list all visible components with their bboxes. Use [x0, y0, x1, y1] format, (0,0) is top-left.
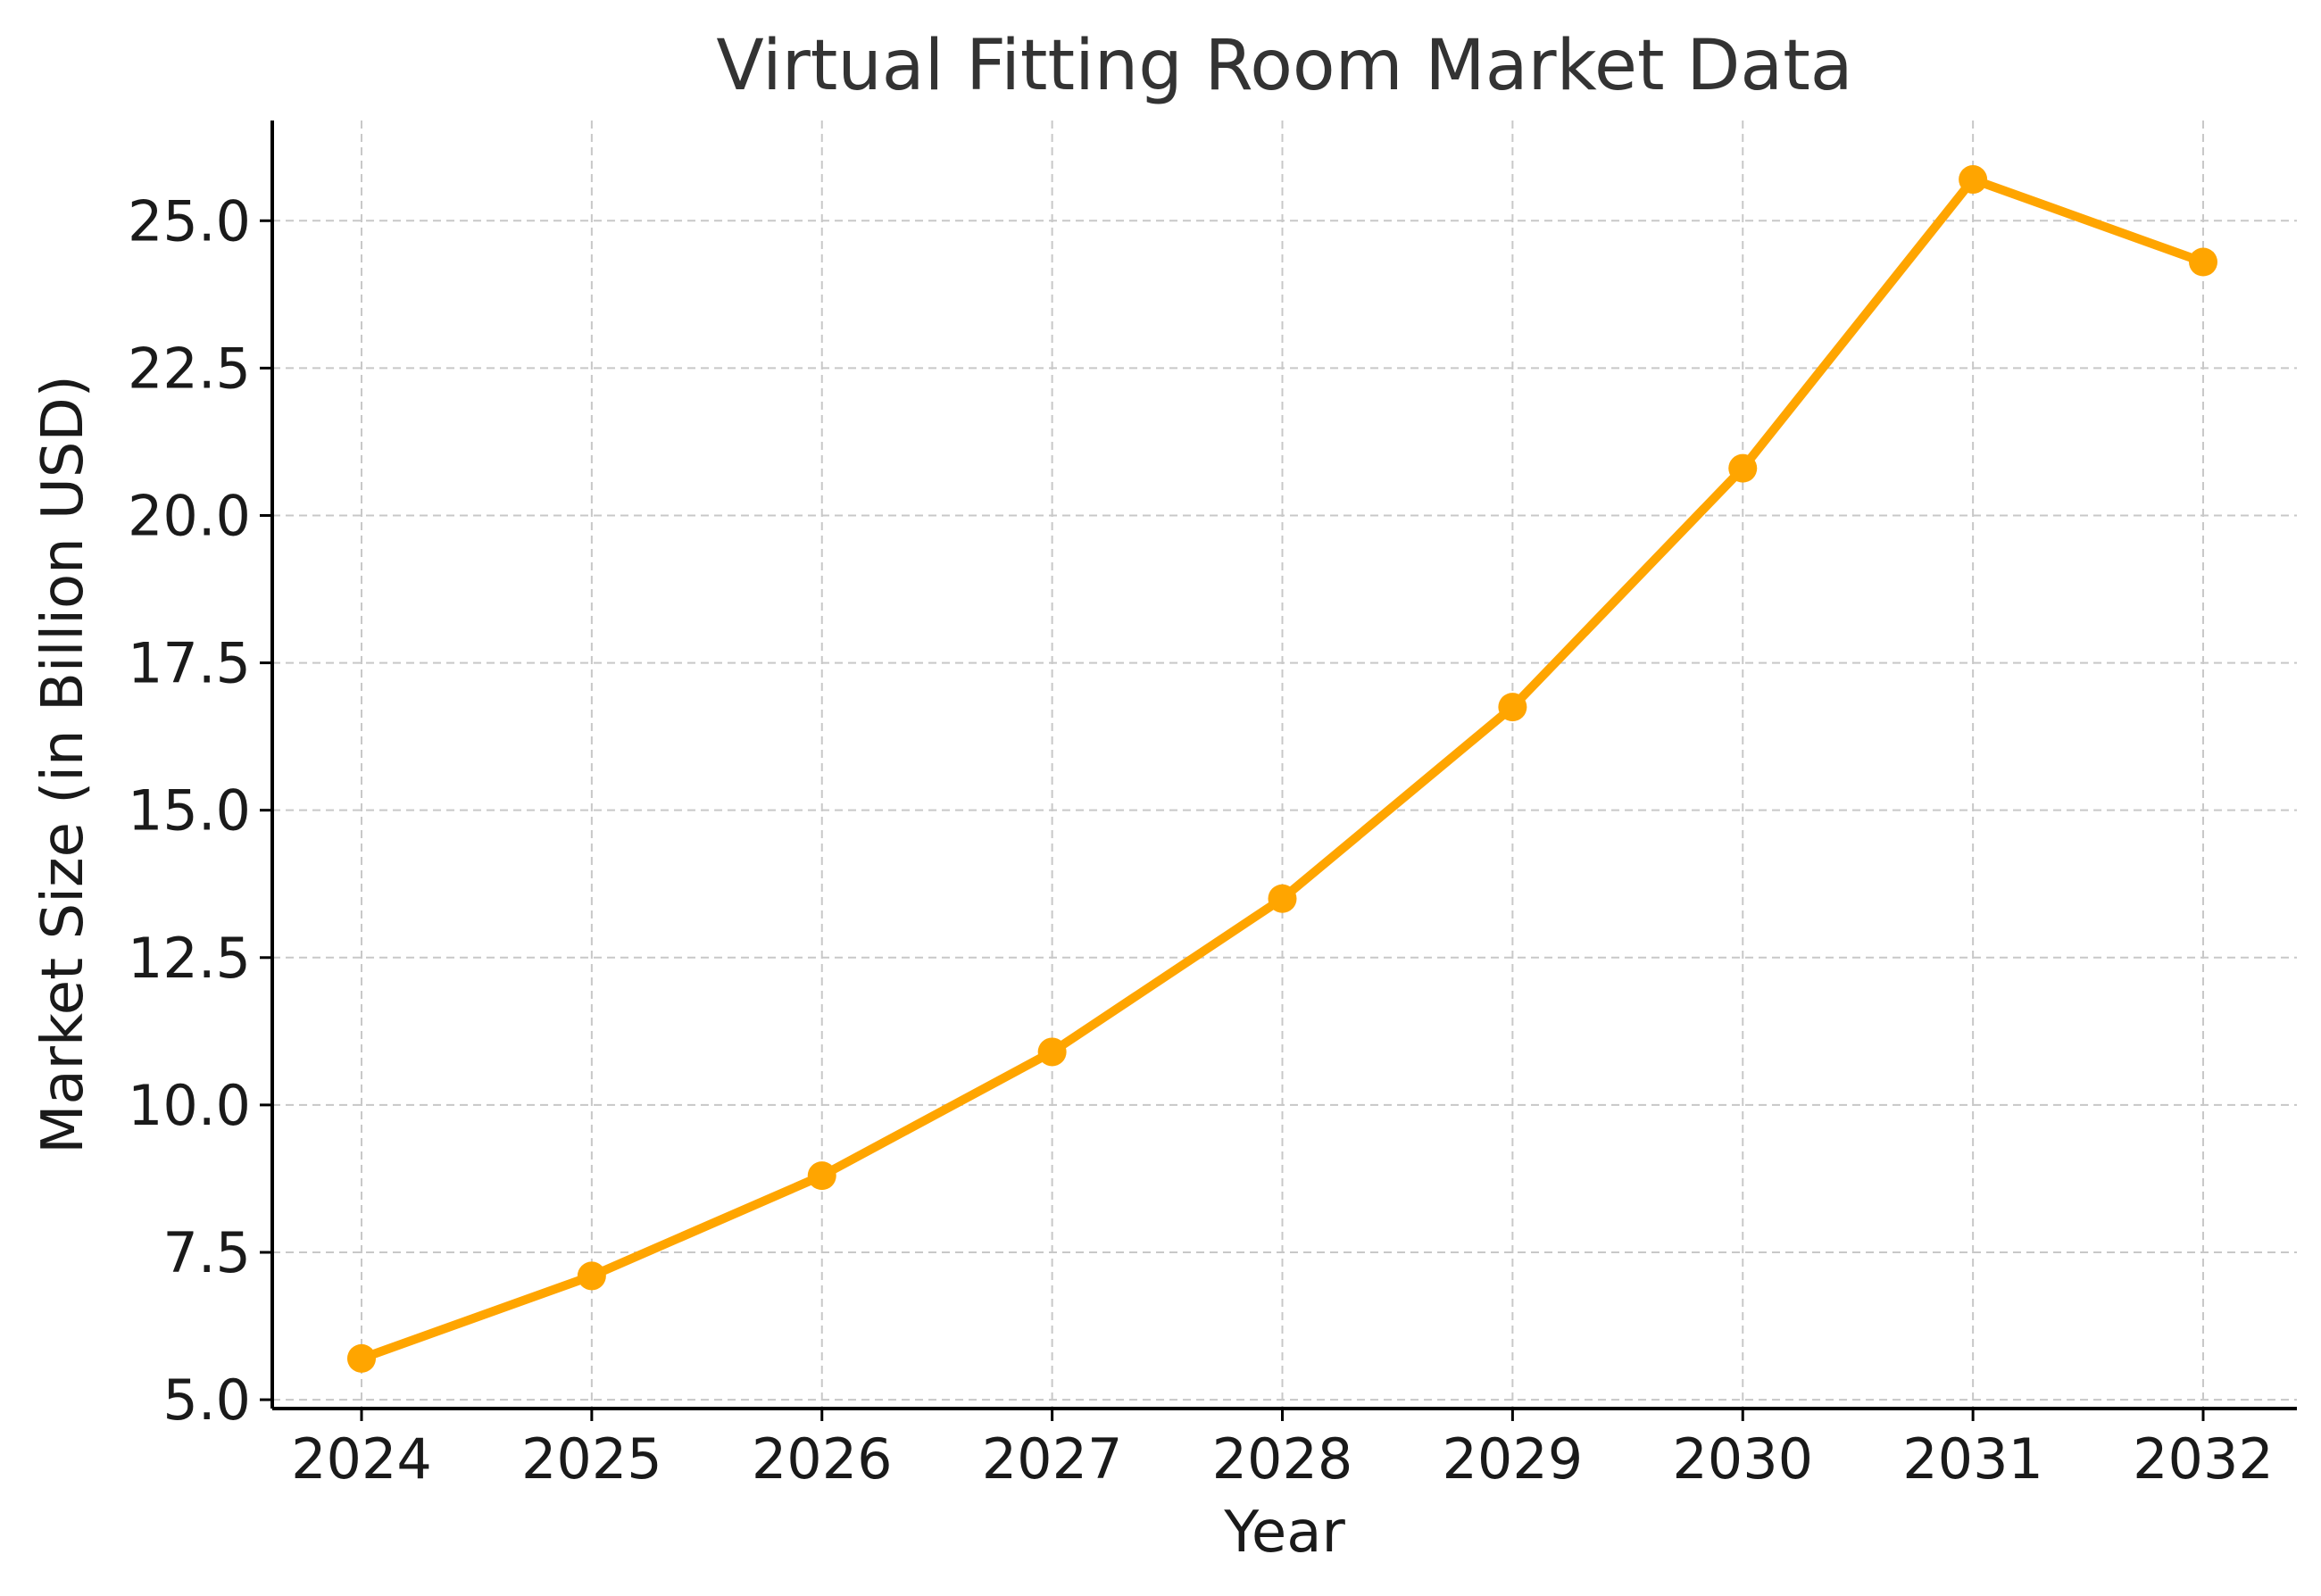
data-point — [347, 1343, 376, 1373]
chart-title: Virtual Fitting Room Market Data — [716, 26, 1852, 106]
x-tick-label: 2031 — [1902, 1426, 2043, 1492]
y-tick-label: 17.5 — [128, 631, 251, 696]
x-tick-label: 2028 — [1212, 1426, 1353, 1492]
x-axis-label: Year — [1223, 1500, 1345, 1566]
data-point — [807, 1161, 836, 1191]
data-point — [1268, 884, 1297, 913]
y-tick-label: 22.5 — [128, 336, 251, 401]
data-point — [1959, 165, 1988, 195]
x-tick-label: 2032 — [2133, 1426, 2274, 1492]
data-point — [1728, 453, 1758, 483]
data-point — [1037, 1037, 1067, 1067]
x-tick-label: 2025 — [521, 1426, 662, 1492]
ticks: 2024 2025 2026 2027 2028 2029 2030 2031 2032 5.0 7… — [128, 188, 2274, 1492]
data-point — [2189, 247, 2217, 277]
y-tick-label: 25.0 — [128, 188, 251, 254]
series — [347, 165, 2217, 1373]
y-tick-label: 10.0 — [128, 1073, 251, 1138]
x-tick-label: 2024 — [291, 1426, 432, 1492]
y-tick-label: 12.5 — [128, 926, 251, 991]
x-tick-label: 2030 — [1672, 1426, 1813, 1492]
axes — [270, 121, 2297, 1410]
data-point — [1498, 693, 1527, 722]
x-tick-label: 2026 — [752, 1426, 893, 1492]
data-point — [577, 1261, 606, 1291]
y-tick-label: 20.0 — [128, 483, 251, 548]
x-tick-label: 2029 — [1442, 1426, 1583, 1492]
y-axis-label: Market Size (in Billion USD) — [30, 375, 96, 1154]
grid — [272, 121, 2297, 1409]
x-tick-label: 2027 — [982, 1426, 1123, 1492]
y-tick-label: 5.0 — [162, 1367, 251, 1433]
y-tick-label: 7.5 — [162, 1220, 251, 1285]
y-tick-label: 15.0 — [128, 778, 251, 844]
